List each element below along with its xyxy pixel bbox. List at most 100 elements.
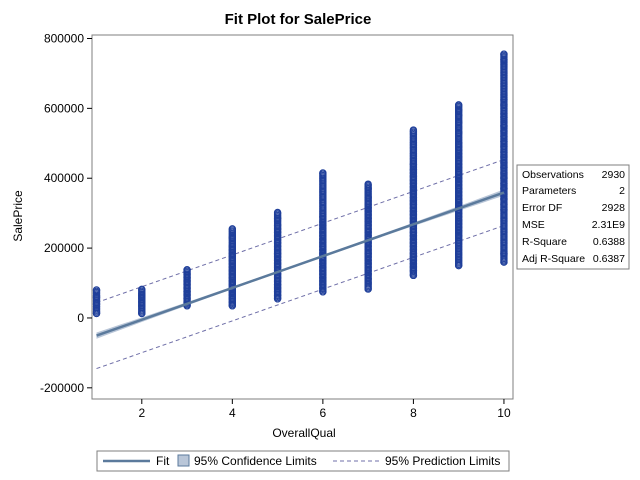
data-point: [500, 174, 508, 182]
data-point: [454, 174, 463, 182]
data-point: [409, 246, 418, 254]
data-point: [500, 148, 508, 156]
data-point: [273, 235, 282, 244]
data-point: [409, 263, 418, 272]
x-tick-label: 10: [497, 406, 511, 420]
data-point: [500, 185, 508, 193]
data-point: [364, 204, 372, 212]
data-point: [273, 277, 282, 285]
data-point: [409, 225, 418, 233]
data-point: [500, 101, 508, 109]
data-point: [319, 246, 327, 254]
data-point: [273, 228, 282, 237]
stat-value: 2930: [602, 169, 626, 181]
data-point: [273, 239, 282, 247]
data-point: [409, 242, 418, 251]
data-point: [454, 139, 463, 147]
data-point: [500, 50, 508, 58]
data-point: [409, 183, 418, 191]
data-point: [454, 143, 463, 151]
x-tick-label: 4: [229, 406, 236, 420]
data-point: [454, 171, 463, 179]
data-point: [319, 221, 327, 230]
data-point: [500, 122, 508, 130]
data-point: [228, 263, 237, 272]
stat-value: 2: [619, 185, 625, 197]
data-point: [319, 218, 327, 226]
data-point: [409, 260, 418, 268]
stat-label: Error DF: [522, 202, 562, 214]
data-point: [364, 225, 372, 233]
data-point: [409, 179, 418, 188]
data-point: [228, 253, 237, 261]
data-point: [500, 95, 508, 104]
data-point: [183, 284, 191, 292]
lower-prediction-limit: [96, 225, 505, 370]
y-tick-label: 400000: [44, 171, 84, 185]
data-point: [364, 246, 372, 254]
data-point: [409, 228, 418, 237]
data-point: [454, 178, 463, 186]
data-point: [454, 167, 463, 175]
stat-value: 0.6387: [593, 253, 625, 265]
data-point: [138, 302, 146, 310]
data-point: [183, 266, 191, 274]
y-axis-ticks: -200000 0 200000 400000 600000 800000: [40, 31, 92, 395]
data-point: [138, 309, 146, 318]
data-point: [409, 249, 418, 258]
data-point: [228, 256, 237, 265]
chart-title: Fit Plot for SalePrice: [225, 11, 372, 28]
data-point: [273, 281, 282, 289]
data-point: [319, 277, 327, 285]
legend-prediction-label: 95% Prediction Limits: [385, 454, 500, 468]
data-point: [454, 129, 463, 137]
legend-item-prediction: 95% Prediction Limits: [333, 454, 500, 468]
data-point: [409, 176, 418, 184]
data-point: [273, 288, 282, 296]
stat-row-observations: Observations 2930: [522, 169, 625, 181]
stat-row-mse: MSE 2.31E9: [522, 219, 625, 231]
data-point: [409, 169, 418, 177]
data-point: [500, 164, 508, 172]
data-point: [319, 263, 327, 272]
y-tick-label: 200000: [44, 241, 84, 255]
x-tick-label: 8: [410, 406, 417, 420]
data-point: [409, 239, 418, 247]
data-point: [409, 253, 418, 261]
data-point: [454, 146, 463, 154]
data-point: [319, 239, 327, 247]
data-point: [409, 214, 418, 223]
data-point: [454, 212, 463, 221]
data-point: [273, 284, 282, 292]
data-point: [273, 291, 282, 299]
data-point: [228, 249, 237, 258]
data-point: [92, 286, 101, 294]
data-point: [228, 242, 237, 251]
y-tick-label: -200000: [40, 381, 84, 395]
data-point: [364, 214, 372, 223]
data-point: [228, 302, 237, 310]
data-point: [319, 225, 327, 233]
data-point: [500, 109, 508, 118]
data-point: [273, 221, 282, 230]
legend-item-fit: Fit: [103, 454, 170, 468]
y-axis-label: SalePrice: [11, 190, 25, 242]
data-point: [409, 232, 418, 240]
data-point: [500, 143, 508, 151]
legend-box: [96, 450, 510, 472]
data-point: [319, 232, 327, 240]
x-tick-label: 6: [320, 406, 327, 420]
data-point: [454, 181, 463, 189]
data-point: [183, 291, 191, 299]
data-point: [409, 207, 418, 216]
legend-confidence-label: 95% Confidence Limits: [194, 454, 317, 468]
stat-value: 0.6388: [593, 236, 625, 248]
data-point: [228, 291, 237, 299]
x-tick-label: 2: [138, 406, 145, 420]
data-point: [319, 281, 327, 289]
fit-statistics-box: [516, 164, 630, 270]
data-point: [273, 295, 282, 303]
data-point: [228, 295, 237, 303]
data-point: [454, 223, 463, 231]
data-point: [409, 267, 418, 275]
